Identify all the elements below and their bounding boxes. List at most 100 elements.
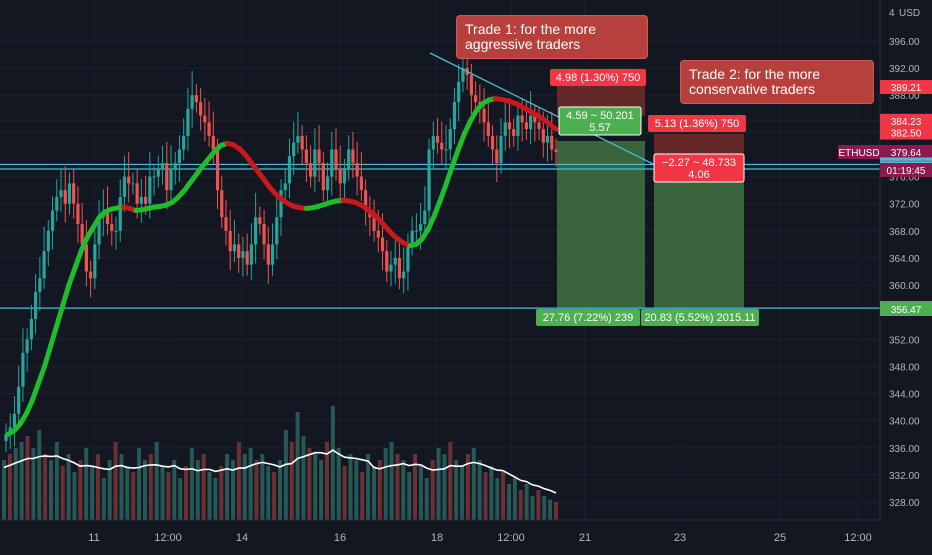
volume-bar [477, 460, 482, 520]
axis-currency-label: USD [899, 8, 920, 19]
countdown-tag: 01:19:45 [880, 163, 932, 177]
ma-segment [29, 380, 41, 403]
symbol-tag[interactable]: ETHUSD [838, 145, 880, 159]
candle-body [80, 224, 84, 245]
ma-segment [443, 163, 455, 186]
candle-body [440, 142, 444, 150]
candle-body [110, 224, 114, 231]
volume-bar [324, 442, 329, 520]
svg-text:01:19:45: 01:19:45 [887, 166, 926, 177]
trade2-entry-label[interactable]: −2.27 ~ 48.733 4.06 [653, 153, 745, 183]
trade2-profit-zone[interactable] [654, 182, 744, 308]
trade2-stop-zone[interactable] [654, 134, 744, 155]
price-tag-text: 356.47 [891, 305, 922, 316]
candle-body [486, 122, 490, 136]
trade1-entry-label[interactable]: 4.59 ~ 50.201 5.57 [558, 106, 642, 136]
time-tick: 12:00 [844, 532, 872, 544]
volume-bar [542, 496, 547, 520]
volume-bar [536, 490, 541, 520]
candle-body [215, 149, 220, 191]
candle-body [292, 142, 296, 157]
trendline[interactable] [429, 52, 656, 166]
time-tick: 16 [334, 532, 346, 544]
candle-body [376, 230, 380, 238]
candle-body [503, 122, 507, 136]
trade1-target-label[interactable]: 27.76 (7.22%) 239 [536, 309, 640, 326]
volume-bar [119, 454, 124, 520]
price-tag [880, 301, 932, 316]
candle-body [84, 244, 88, 272]
volume-bar [524, 484, 529, 520]
volume-bar [430, 460, 435, 520]
volume-bar [31, 448, 36, 520]
ma-segment [66, 265, 78, 288]
trade1-stop-label[interactable]: 4.98 (1.30%) 750 [550, 69, 646, 86]
time-tick-labels: 11 12:00 14 16 18 12:00 21 23 25 12:00 [88, 532, 871, 544]
candle-body [529, 115, 533, 130]
candle-body [287, 156, 292, 184]
candlestick-series [4, 43, 558, 452]
candle-body [12, 413, 17, 428]
trade2-stop-label[interactable]: 5.13 (1.36%) 750 [648, 115, 746, 132]
ma-segment [547, 121, 559, 132]
candle-body [266, 244, 270, 265]
candle-body [114, 230, 118, 232]
volume-bar [366, 454, 371, 520]
candle-body [304, 149, 308, 164]
trade2-target-label[interactable]: 20.83 (5.52%) 2015.11 [641, 309, 759, 326]
volume-bar [54, 442, 59, 520]
ma-segment [42, 343, 54, 369]
volume-bar [207, 472, 212, 520]
volume-bar [60, 466, 65, 520]
volume-bar [501, 472, 506, 520]
candle-body [490, 135, 495, 150]
volume-bar [201, 454, 206, 520]
volume-bar [13, 448, 18, 520]
candle-body [389, 264, 393, 272]
candle-body [347, 149, 351, 170]
candle-body [17, 386, 21, 414]
trade2-note[interactable]: Trade 2: for the more conservative trade… [680, 60, 874, 104]
volume-bar [272, 472, 277, 520]
volume-bar [530, 496, 535, 520]
candle-body [507, 122, 512, 130]
volume-bar [225, 454, 230, 520]
candle-body [122, 176, 127, 197]
volume-bar [354, 460, 359, 520]
candle-body [431, 135, 435, 150]
price-tick: 376.00 [889, 173, 920, 184]
candle-body [249, 244, 253, 265]
volume-bar [407, 472, 412, 520]
volume-bar [319, 460, 324, 520]
trade1-note[interactable]: Trade 1: for the more aggressive traders [456, 15, 648, 59]
candle-body [309, 163, 313, 177]
volume-bar [189, 448, 194, 520]
time-tick: 23 [674, 532, 686, 544]
candle-body [144, 196, 148, 204]
candle-body [59, 190, 63, 197]
volume-bar [248, 448, 253, 520]
volume-bar [307, 448, 312, 520]
candle-body [29, 318, 33, 340]
candle-body [402, 271, 406, 279]
candle-body [427, 149, 431, 211]
candle-body [355, 163, 359, 177]
candle-body [448, 129, 452, 150]
ma-segment [456, 130, 468, 152]
candle-body [97, 217, 101, 245]
time-tick: 12:00 [497, 532, 525, 544]
candle-body [67, 183, 72, 204]
candle-body [50, 210, 55, 231]
time-axis[interactable] [0, 519, 932, 550]
trade1-profit-zone[interactable] [557, 141, 645, 308]
ma-segment [60, 282, 72, 308]
ma-segment [449, 146, 462, 169]
price-tick: 364.00 [889, 254, 920, 265]
alert-icon[interactable]: 4 [889, 8, 895, 19]
candle-body [435, 135, 440, 143]
volume-bar [154, 442, 159, 520]
volume-bar [278, 460, 282, 520]
candle-body [228, 230, 232, 252]
price-tag [880, 80, 932, 95]
